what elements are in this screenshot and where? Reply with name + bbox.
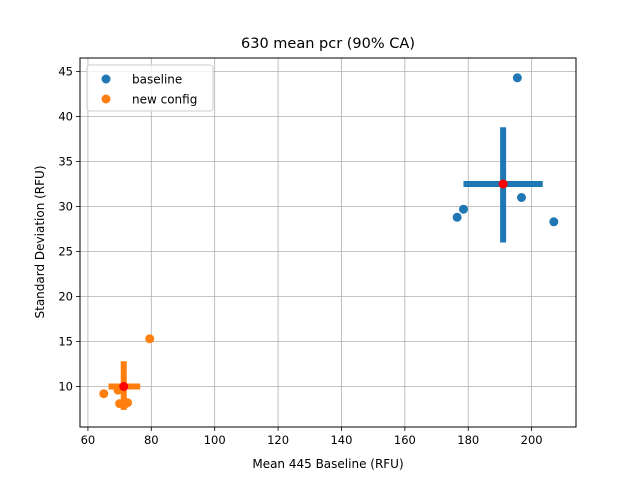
x-tick-label: 100 xyxy=(204,433,226,447)
mean-marker-baseline xyxy=(498,179,508,189)
data-points xyxy=(99,73,559,409)
legend-marker-baseline xyxy=(101,74,111,84)
y-tick-label: 30 xyxy=(58,200,73,214)
point-baseline xyxy=(512,73,522,83)
point-new-config xyxy=(119,400,129,409)
x-tick-label: 120 xyxy=(267,433,289,447)
y-tick-label: 20 xyxy=(58,290,73,304)
x-axis-label: Mean 445 Baseline (RFU) xyxy=(252,457,403,471)
legend-label-new-config: new config xyxy=(132,93,197,107)
y-tick-label: 35 xyxy=(58,155,73,169)
x-tick-label: 80 xyxy=(144,433,159,447)
x-tick-label: 160 xyxy=(394,433,416,447)
x-tick-label: 180 xyxy=(457,433,479,447)
y-tick-label: 40 xyxy=(58,110,73,124)
y-tick-label: 25 xyxy=(58,245,73,259)
point-baseline xyxy=(516,193,526,202)
x-tick-label: 140 xyxy=(330,433,352,447)
x-tick-label: 200 xyxy=(521,433,543,447)
legend: baseline new config xyxy=(86,64,214,112)
y-tick-label: 45 xyxy=(58,65,73,79)
point-baseline xyxy=(452,212,462,222)
point-baseline xyxy=(549,217,559,227)
mean-markers xyxy=(119,179,508,391)
axis-ticks: 60 80 100 120 140 160 180 200 10 15 20 25 30 35 40 45 xyxy=(58,65,542,448)
point-new-config xyxy=(99,389,109,399)
mean-marker-new-config xyxy=(119,382,129,391)
legend-label-baseline: baseline xyxy=(132,73,182,87)
y-tick-label: 10 xyxy=(58,380,73,394)
y-tick-label: 15 xyxy=(58,335,73,349)
plot-frame xyxy=(79,57,577,428)
chart-title: 630 mean pcr (90% CA) xyxy=(241,36,415,52)
point-new-config xyxy=(145,334,155,344)
legend-marker-new-config xyxy=(101,94,111,104)
legend-box xyxy=(86,64,214,112)
point-baseline xyxy=(458,204,468,214)
x-tick-label: 60 xyxy=(81,433,96,447)
grid xyxy=(80,58,576,427)
y-axis-label: Standard Deviation (RFU) xyxy=(33,165,47,318)
